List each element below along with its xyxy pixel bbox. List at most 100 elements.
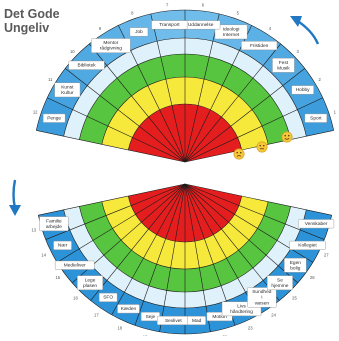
- upper-segment-7[interactable]: Transport: [151, 20, 188, 30]
- lower-ring-outline: [101, 201, 269, 270]
- lower-spoke: [111, 183, 186, 316]
- lower-segment-label: Livs: [237, 303, 246, 309]
- upper-segment-label: Kunst: [61, 84, 74, 90]
- upper-segment-label: Fest: [279, 60, 289, 66]
- upper-label-box: [214, 24, 248, 40]
- upper-segment-label: Fristiden: [250, 43, 269, 49]
- upper-segment-number: 6: [202, 3, 205, 8]
- upper-spoke: [184, 97, 323, 163]
- lower-label-box: [284, 257, 307, 273]
- upper-green-ring: [79, 53, 291, 145]
- lower-spoke: [134, 183, 186, 326]
- lower-segment-8[interactable]: Sexlivet: [157, 316, 190, 326]
- upper-label-box: [42, 113, 66, 123]
- lower-segment-9[interactable]: Mad: [187, 316, 206, 326]
- upper-spoke: [47, 97, 186, 163]
- lower-segment-5[interactable]: SFO: [98, 292, 118, 302]
- lower-segment-number: 17: [94, 312, 99, 317]
- lower-segment-label: SFO: [103, 295, 113, 301]
- lower-label-box: [117, 304, 140, 314]
- upper-segment-10[interactable]: Bibliotek: [68, 60, 105, 70]
- upper-segment-number: 12: [33, 109, 38, 114]
- counterclockwise-arrow-icon: [9, 179, 21, 216]
- lower-segment-label: væsen: [255, 301, 270, 306]
- lower-segment-label: Sexlivet: [165, 318, 182, 324]
- lower-ring-outline: [127, 195, 243, 243]
- lower-ring-outline: [37, 215, 333, 335]
- lower-segment-number: 14: [41, 252, 46, 257]
- upper-label-box: [54, 82, 81, 98]
- lower-label-box: [187, 316, 206, 326]
- lower-segment-number: 13: [31, 227, 36, 232]
- lower-label-box: [98, 292, 118, 302]
- upper-segment-number: 3: [297, 49, 300, 54]
- lower-green-ring: [79, 201, 291, 293]
- lower-segment-number: 16: [73, 295, 78, 300]
- lower-segment-label: Sundhed: [252, 289, 272, 295]
- lower-segment-label: arbejde: [46, 224, 62, 230]
- lower-segment-number: 27: [324, 252, 329, 257]
- upper-yellow-ring: [101, 76, 269, 150]
- lower-segment-label: Se: [277, 277, 283, 283]
- lower-spoke: [90, 183, 186, 301]
- lower-segment-label: plasen: [83, 283, 97, 289]
- upper-segment-label: Musik: [277, 65, 290, 71]
- upper-segment-number: 8: [131, 11, 134, 16]
- lower-segment-16[interactable]: Venskaber: [298, 219, 335, 229]
- upper-label-box: [129, 27, 149, 37]
- title-line-2: Ungeliv: [4, 21, 50, 35]
- lower-segment-number: 25: [292, 295, 297, 300]
- title-line-1: Det Gode: [4, 7, 60, 21]
- lower-segment-label: hjemme: [271, 283, 288, 289]
- lower-segment-2[interactable]: Nær: [53, 240, 72, 250]
- upper-segment-number: 11: [48, 77, 53, 82]
- upper-segment-number: 5: [237, 11, 240, 16]
- upper-segment-4[interactable]: Fristiden: [241, 41, 278, 51]
- upper-segment-8[interactable]: Job: [129, 27, 149, 37]
- lower-segment-15[interactable]: Kollegiet: [289, 240, 326, 250]
- upper-spoke: [184, 43, 281, 163]
- lower-segment-number: 18: [117, 325, 122, 330]
- upper-light-ring: [63, 37, 307, 140]
- clockwise-arrow-icon: [290, 16, 320, 45]
- lower-segment-6[interactable]: Kæden: [117, 304, 140, 314]
- lower-segment-number: 24: [271, 312, 276, 317]
- upper-segment-12[interactable]: Penge: [42, 113, 66, 123]
- neutral-face-icon: [256, 141, 268, 153]
- lower-segment-7[interactable]: Seje: [140, 312, 160, 322]
- upper-spoke: [89, 43, 186, 163]
- lower-segment-label: bolig: [290, 265, 300, 271]
- upper-segment-label: Kultur: [61, 90, 74, 96]
- upper-label-box: [91, 38, 131, 53]
- lower-spoke: [184, 183, 332, 216]
- lower-label-box: [39, 216, 69, 232]
- upper-ring-outline: [101, 76, 269, 145]
- worried-face-icon: [233, 148, 245, 160]
- upper-segment-2[interactable]: Hobby: [291, 85, 314, 95]
- upper-ring-outline: [127, 103, 243, 151]
- lower-label-box: [289, 240, 326, 250]
- upper-spoke: [65, 68, 186, 163]
- lower-spoke: [184, 183, 325, 240]
- upper-segment-label: Job: [135, 29, 143, 35]
- lower-light-ring: [63, 206, 307, 308]
- lower-segment-3[interactable]: Medieliver: [54, 260, 95, 270]
- lower-segment-label: Kæden: [121, 306, 137, 312]
- upper-label-box: [272, 57, 295, 73]
- upper-segment-number: 1: [334, 109, 337, 114]
- lower-segment-label: håndtering: [230, 308, 253, 315]
- upper-segment-1[interactable]: Sport: [304, 113, 328, 123]
- lower-spoke: [184, 183, 298, 284]
- upper-segment-label: Penge: [47, 116, 61, 122]
- upper-ring-outline: [36, 9, 334, 131]
